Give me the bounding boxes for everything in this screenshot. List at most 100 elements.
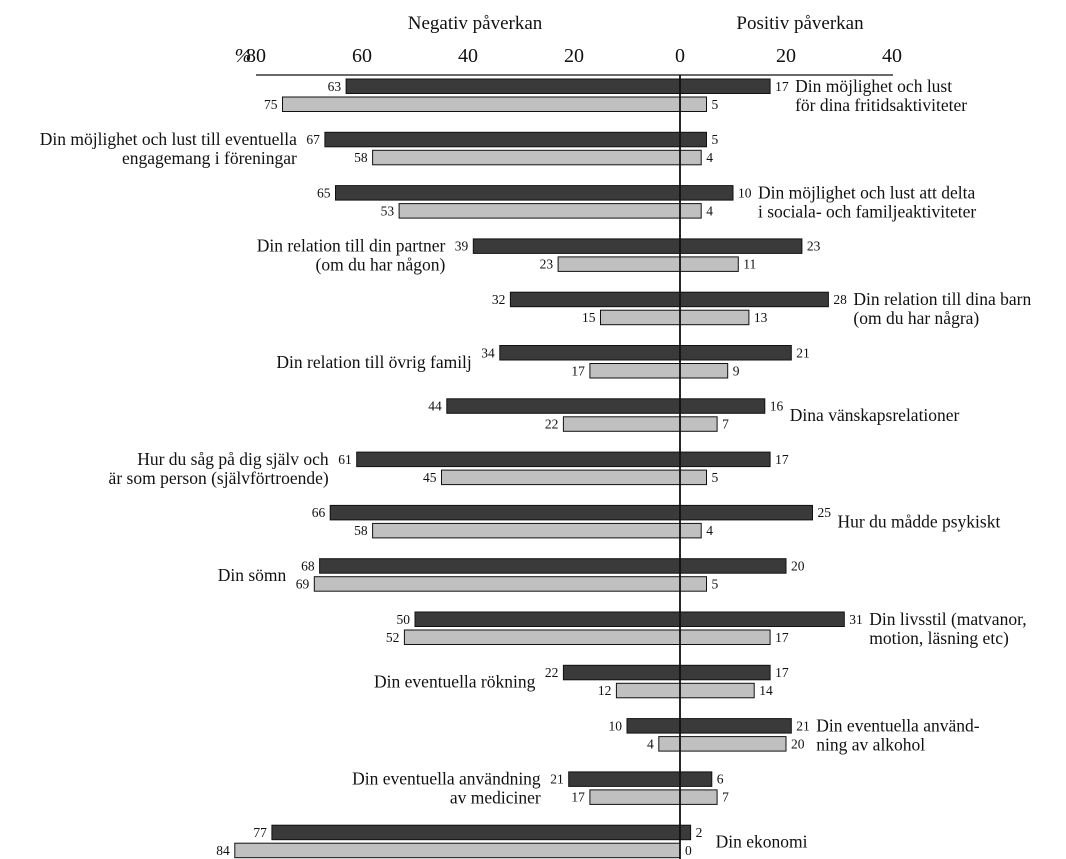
value-label-positive: 5: [712, 132, 719, 147]
category-label: motion, läsning etc): [869, 628, 1009, 648]
value-label-positive: 0: [685, 843, 692, 858]
x-tick-label: 0: [675, 45, 685, 67]
bar-negative: [562, 416, 681, 432]
value-label-negative: 4: [647, 736, 654, 751]
category-label: Din eventuella användning: [352, 769, 541, 789]
category-label: Din livsstil (matvanor,: [869, 609, 1026, 629]
bar-negative: [282, 96, 681, 112]
bar-negative: [441, 469, 681, 486]
value-label-negative: 23: [540, 257, 554, 272]
bar-positive: [679, 451, 771, 468]
category-label: Din ekonomi: [716, 831, 808, 851]
value-label-negative: 52: [386, 630, 400, 645]
bar-negative: [356, 451, 681, 468]
bar-negative: [499, 345, 681, 361]
bar-negative: [271, 824, 681, 841]
category-label: Din sömn: [218, 565, 287, 585]
value-label-positive: 17: [775, 79, 789, 94]
value-label-positive: 14: [759, 683, 773, 698]
bar-negative: [414, 611, 681, 627]
bar-negative: [562, 664, 681, 681]
bar-positive: [679, 309, 750, 326]
bar-positive: [679, 682, 755, 699]
value-label-negative: 45: [423, 470, 437, 485]
value-label-negative: 77: [253, 825, 267, 840]
bar-negative: [329, 504, 681, 521]
category-label: för dina fritidsaktiviteter: [795, 95, 967, 115]
value-label-positive: 5: [712, 470, 719, 485]
bar-positive: [679, 131, 707, 148]
header-negative: Negativ påverkan: [408, 13, 543, 34]
category-label: Din möjlighet och lust att delta: [758, 182, 975, 202]
value-label-negative: 39: [455, 239, 469, 254]
x-axis-ticks: 80 60 40 20 0 20 40: [246, 45, 902, 67]
value-label-negative: 50: [397, 612, 411, 627]
value-label-positive: 25: [818, 505, 832, 520]
value-label-positive: 10: [738, 185, 752, 200]
bar-positive: [679, 78, 771, 94]
value-label-positive: 17: [775, 665, 789, 680]
value-label-positive: 20: [791, 558, 805, 573]
bar-positive: [679, 736, 787, 752]
value-label-negative: 22: [545, 665, 559, 680]
bar-negative: [234, 842, 681, 859]
x-tick-label: 60: [352, 45, 372, 67]
value-label-negative: 12: [598, 683, 612, 698]
bar-positive: [679, 469, 707, 486]
category-label: Din möjlighet och lust till eventuella: [40, 129, 297, 149]
value-label-positive: 17: [775, 630, 789, 645]
value-label-negative: 44: [428, 399, 442, 414]
value-label-negative: 53: [381, 203, 395, 218]
category-label: (om du har någon): [316, 255, 446, 275]
bar-negative: [446, 398, 681, 414]
value-label-positive: 7: [722, 790, 729, 805]
bar-negative: [472, 238, 681, 254]
value-label-negative: 58: [354, 150, 368, 165]
category-label: i sociala- och familjeaktiviteter: [758, 201, 976, 221]
bar-negative: [589, 789, 681, 805]
value-label-negative: 61: [338, 452, 352, 467]
bar-negative: [626, 718, 681, 734]
bar-positive: [679, 771, 713, 787]
bar-positive: [679, 558, 787, 574]
value-label-positive: 23: [807, 239, 821, 254]
value-label-positive: 17: [775, 452, 789, 467]
bar-negative: [398, 203, 681, 219]
bar-positive: [679, 576, 707, 592]
x-tick-label: 20: [564, 45, 584, 67]
category-label: är som person (självförtroende): [109, 468, 329, 488]
bar-negative: [372, 522, 681, 539]
value-label-negative: 69: [296, 576, 310, 591]
value-label-negative: 75: [264, 97, 278, 112]
value-label-positive: 13: [754, 310, 768, 325]
value-label-positive: 5: [712, 97, 719, 112]
bar-negative: [589, 363, 681, 379]
bar-negative: [557, 256, 681, 272]
bar-positive: [679, 611, 845, 627]
value-label-positive: 4: [706, 523, 713, 538]
bar-positive: [679, 718, 792, 734]
value-label-positive: 21: [796, 345, 810, 360]
value-label-negative: 22: [545, 417, 559, 432]
bar-positive: [679, 824, 692, 841]
value-label-positive: 20: [791, 736, 805, 751]
x-tick-label: 20: [776, 45, 796, 67]
bar-positive: [679, 789, 718, 805]
value-label-positive: 21: [796, 718, 810, 733]
value-label-positive: 2: [696, 825, 703, 840]
category-label: Hur du mådde psykiskt: [838, 512, 1001, 532]
x-tick-label: 80: [246, 45, 266, 67]
value-label-negative: 67: [306, 132, 320, 147]
unit-label: %: [235, 45, 252, 67]
bar-positive: [679, 96, 707, 112]
value-label-negative: 17: [571, 363, 585, 378]
bar-negative: [335, 185, 681, 201]
value-label-negative: 66: [312, 505, 326, 520]
value-label-negative: 34: [481, 345, 495, 360]
bar-positive: [679, 522, 702, 539]
bar-negative: [372, 149, 681, 166]
bar-positive: [679, 203, 702, 219]
x-tick-label: 40: [882, 45, 902, 67]
